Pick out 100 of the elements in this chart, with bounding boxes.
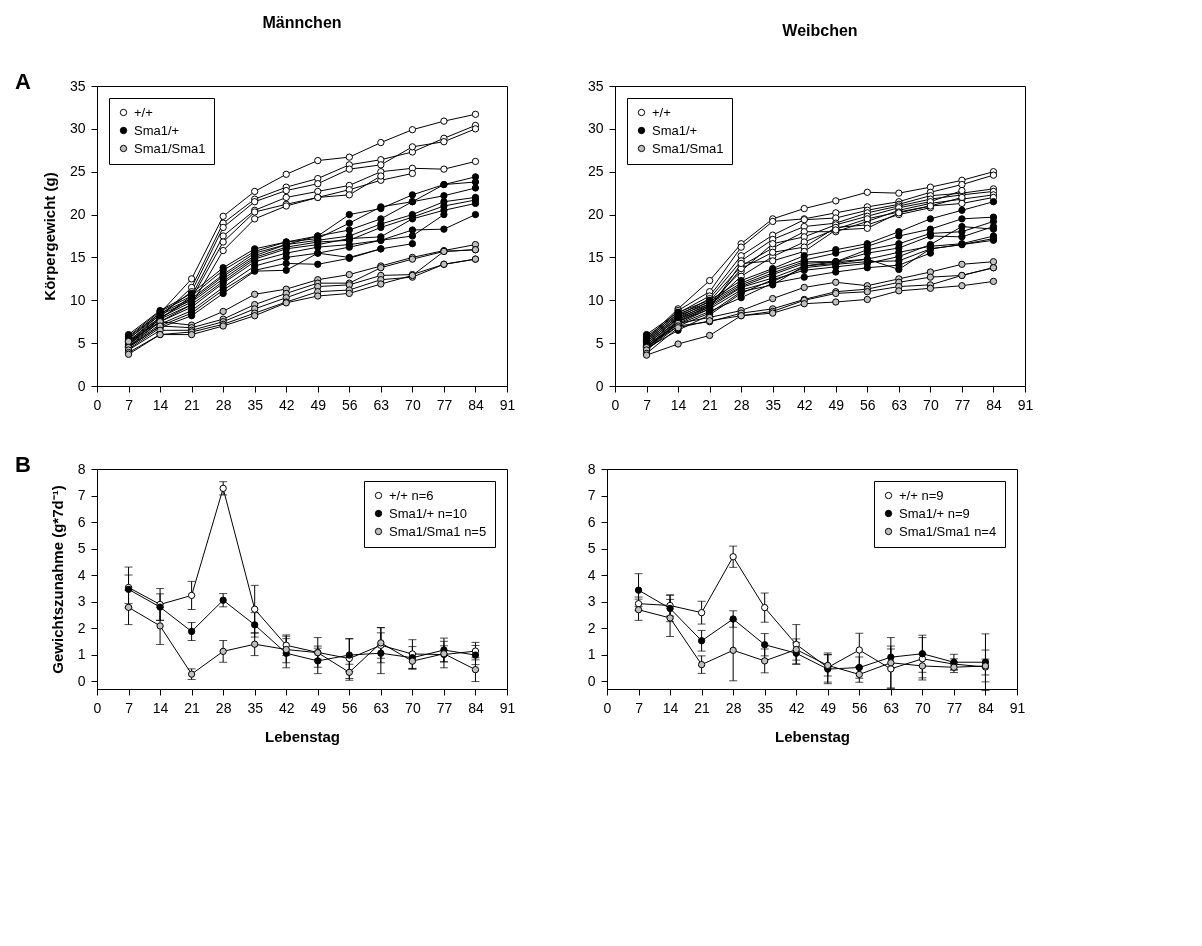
legend-label: Sma1/Sma1 n=4 <box>899 523 997 539</box>
legend-label: +/+ n=6 <box>389 487 434 503</box>
x-tick-label: 28 <box>215 699 232 716</box>
x-tick-label: 14 <box>152 396 169 413</box>
x-tick-label: 49 <box>310 699 327 716</box>
chart-title: Weibchen <box>782 22 858 39</box>
y-axis-title: Gewichtszunahme (g*7d⁻¹) <box>48 485 66 674</box>
y-tick-label: 10 <box>69 291 86 308</box>
y-tick-label: 2 <box>587 619 596 636</box>
text: A <box>15 69 31 94</box>
y-tick-label: 0 <box>77 377 86 394</box>
x-axis-title: Lebenstag <box>774 727 851 745</box>
y-tick-label: 30 <box>587 120 604 137</box>
y-tick-label: 4 <box>587 566 596 583</box>
y-tick-label: 0 <box>595 377 604 394</box>
x-tick-label: 42 <box>788 699 805 716</box>
x-tick-label: 35 <box>765 396 782 413</box>
legend-label: Sma1/Sma1 <box>652 140 724 156</box>
legend-label: +/+ <box>652 104 671 120</box>
x-tick-label: 84 <box>468 699 484 716</box>
x-tick-label: 70 <box>923 396 939 413</box>
y-tick-label: 4 <box>77 566 86 583</box>
x-tick-label: 91 <box>1009 699 1026 716</box>
y-tick-label: 8 <box>77 460 86 477</box>
x-tick-label: 42 <box>278 699 295 716</box>
x-tick-label: 70 <box>405 396 421 413</box>
x-tick-label: 0 <box>93 699 102 716</box>
x-tick-label: 7 <box>125 396 134 413</box>
legend-label: Sma1/+ n=10 <box>389 505 468 521</box>
legend-label: Sma1/+ n=9 <box>899 505 970 521</box>
y-tick-label: 1 <box>77 646 86 663</box>
x-tick-label: 91 <box>499 699 516 716</box>
x-tick-label: 77 <box>436 699 453 716</box>
x-tick-label: 84 <box>468 396 484 413</box>
x-tick-label: 77 <box>954 396 971 413</box>
text: B <box>15 452 31 477</box>
y-tick-label: 8 <box>587 460 596 477</box>
legend-label: +/+ <box>134 104 153 120</box>
x-tick-label: 7 <box>635 699 644 716</box>
x-tick-label: 63 <box>883 699 900 716</box>
legend-label: Sma1/Sma1 <box>134 140 206 156</box>
x-tick-label: 91 <box>1017 396 1034 413</box>
x-tick-label: 42 <box>278 396 295 413</box>
x-tick-label: 35 <box>247 396 264 413</box>
x-tick-label: 28 <box>215 396 232 413</box>
legend-label: +/+ n=9 <box>899 487 944 503</box>
y-tick-label: 3 <box>77 593 86 610</box>
x-tick-label: 63 <box>373 699 390 716</box>
legend-label: Sma1/+ <box>134 122 180 138</box>
y-tick-label: 20 <box>587 206 604 223</box>
y-tick-label: 10 <box>587 291 604 308</box>
y-tick-label: 0 <box>77 672 86 689</box>
x-tick-label: 84 <box>978 699 994 716</box>
legend-label: Sma1/Sma1 n=5 <box>389 523 487 539</box>
x-tick-label: 56 <box>852 699 868 716</box>
y-tick-label: 15 <box>587 248 604 265</box>
x-tick-label: 14 <box>670 396 687 413</box>
y-tick-label: 0 <box>587 672 596 689</box>
y-tick-label: 35 <box>587 77 604 94</box>
x-tick-label: 63 <box>891 396 908 413</box>
y-tick-label: 1 <box>587 646 596 663</box>
legend-label: Sma1/+ <box>652 122 698 138</box>
x-tick-label: 49 <box>310 396 327 413</box>
x-tick-label: 56 <box>342 699 358 716</box>
y-tick-label: 7 <box>587 487 596 504</box>
y-axis-title: Körpergewicht (g) <box>40 172 58 301</box>
y-tick-label: 7 <box>77 487 86 504</box>
x-tick-label: 70 <box>405 699 421 716</box>
x-tick-label: 56 <box>860 396 876 413</box>
x-tick-label: 49 <box>820 699 837 716</box>
x-tick-label: 28 <box>725 699 742 716</box>
y-tick-label: 20 <box>69 206 86 223</box>
x-tick-label: 7 <box>643 396 652 413</box>
x-tick-label: 0 <box>611 396 620 413</box>
x-tick-label: 77 <box>436 396 453 413</box>
y-tick-label: 3 <box>587 593 596 610</box>
x-tick-label: 14 <box>152 699 169 716</box>
x-tick-label: 21 <box>702 396 719 413</box>
x-tick-label: 91 <box>499 396 516 413</box>
y-tick-label: 2 <box>77 619 86 636</box>
y-tick-label: 5 <box>77 540 86 557</box>
x-tick-label: 42 <box>796 396 813 413</box>
x-tick-label: 77 <box>946 699 963 716</box>
x-tick-label: 56 <box>342 396 358 413</box>
x-tick-label: 7 <box>125 699 134 716</box>
x-axis-title: Lebenstag <box>264 727 341 745</box>
y-tick-label: 6 <box>77 513 86 530</box>
y-tick-label: 6 <box>587 513 596 530</box>
x-tick-label: 35 <box>757 699 774 716</box>
x-tick-label: 63 <box>373 396 390 413</box>
x-tick-label: 35 <box>247 699 264 716</box>
x-tick-label: 14 <box>662 699 679 716</box>
x-tick-label: 28 <box>733 396 750 413</box>
y-tick-label: 35 <box>69 77 86 94</box>
x-tick-label: 49 <box>828 396 845 413</box>
x-tick-label: 21 <box>184 699 201 716</box>
x-tick-label: 21 <box>184 396 201 413</box>
y-tick-label: 15 <box>69 248 86 265</box>
chart-title: Männchen <box>262 14 342 31</box>
y-tick-label: 5 <box>595 334 604 351</box>
